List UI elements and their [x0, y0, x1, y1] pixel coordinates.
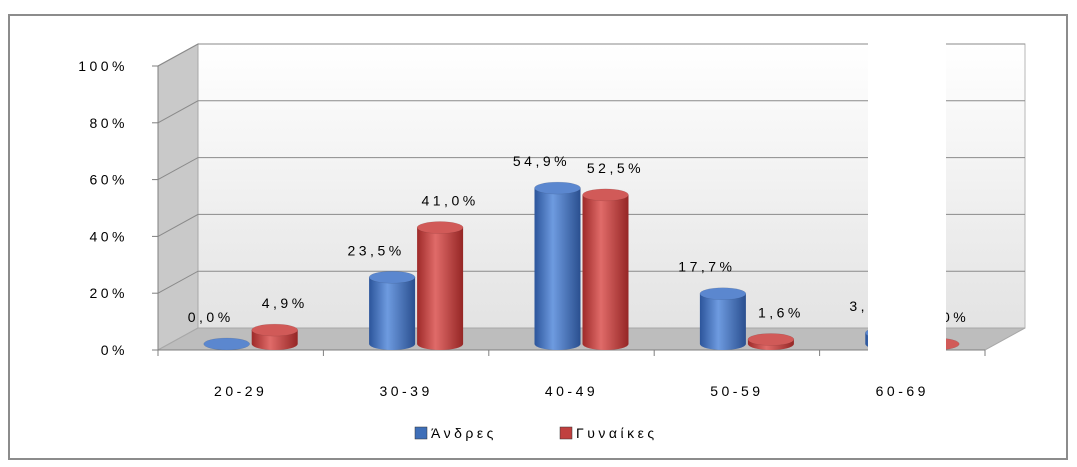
bar	[251, 323, 298, 350]
y-tick-label: 20%	[89, 285, 128, 301]
bar	[203, 337, 250, 351]
axis-gap	[868, 20, 946, 360]
data-label: 23,5%	[347, 242, 404, 258]
gridline	[157, 100, 1025, 124]
gridline	[157, 213, 1025, 237]
category-label: 40-49	[545, 383, 598, 399]
data-labels: 0,0%23,5%54,9%17,7%3,9%4,9%41,0%52,5%1,6…	[188, 153, 966, 325]
y-tick-label: 100%	[78, 58, 128, 74]
data-label: 0,0%	[188, 309, 234, 325]
x-axis-categories: 20-29 30-39 40-49 50-59 60-69	[157, 350, 986, 399]
y-tick-label: 60%	[89, 172, 128, 188]
legend-swatch	[414, 426, 428, 440]
bar	[416, 221, 464, 350]
bar	[699, 287, 747, 350]
data-label: 17,7%	[678, 259, 735, 275]
gridlines	[157, 43, 1025, 294]
gridline	[157, 43, 1025, 67]
data-label: 54,9%	[513, 153, 570, 169]
legend: Άνδρες Γυναίκες	[414, 425, 658, 441]
data-label: 41,0%	[421, 193, 478, 209]
category-label: 60-69	[876, 383, 929, 399]
bar	[368, 271, 416, 350]
gridline	[157, 270, 1025, 294]
y-tick-label: 40%	[89, 228, 128, 244]
data-label: 52,5%	[587, 160, 644, 176]
axes	[157, 66, 985, 351]
bar	[747, 333, 795, 350]
category-label: 50-59	[710, 383, 763, 399]
bars	[203, 181, 960, 351]
bar	[582, 188, 629, 350]
legend-label: Άνδρες	[431, 425, 497, 441]
category-label: 30-39	[379, 383, 432, 399]
y-tick-label: 80%	[89, 115, 128, 131]
bar	[534, 181, 581, 350]
data-label: 4,9%	[262, 295, 308, 311]
side-wall	[157, 43, 199, 351]
category-label: 20-29	[214, 383, 267, 399]
y-axis-ticks: 0% 20% 40% 60% 80% 100%	[78, 58, 158, 358]
legend-label: Γυναίκες	[576, 425, 658, 441]
axis-gap-band	[868, 20, 946, 360]
data-label: 1,6%	[758, 304, 804, 320]
legend-swatch	[559, 426, 573, 440]
gridline	[157, 157, 1025, 181]
y-tick-label: 0%	[101, 342, 128, 358]
